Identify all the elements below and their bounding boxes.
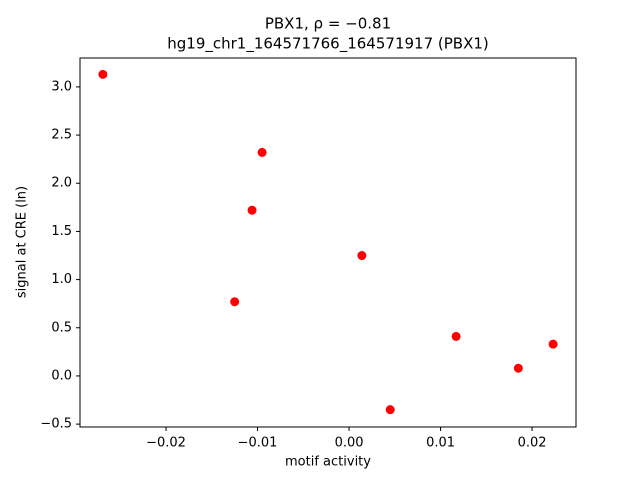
point [98, 69, 108, 79]
point [548, 339, 558, 349]
point [385, 405, 395, 415]
point [357, 251, 367, 261]
y-axis-label: signal at CRE (ln) [15, 186, 30, 298]
y-tick-label: 0.0 [51, 368, 72, 383]
y-tick-label: 0.5 [51, 320, 72, 335]
chart-title: PBX1, ρ = −0.81 [265, 15, 391, 33]
point [513, 363, 523, 373]
point [257, 147, 267, 157]
x-tick-label: 0.02 [518, 436, 547, 451]
point [247, 205, 257, 215]
x-axis-label: motif activity [285, 455, 371, 470]
y-tick-label: 1.0 [51, 272, 72, 287]
y-tick-label: 1.5 [51, 224, 72, 239]
x-tick-label: −0.02 [146, 436, 186, 451]
y-tick-label: 3.0 [51, 79, 72, 94]
axes-frame [79, 57, 577, 428]
x-tick-label: 0.01 [426, 436, 455, 451]
y-tick-label: 2.0 [51, 176, 72, 191]
point [451, 331, 461, 341]
x-tick-label: −0.01 [238, 436, 278, 451]
x-tick-label: 0.00 [335, 436, 364, 451]
chart-subtitle: hg19_chr1_164571766_164571917 (PBX1) [167, 35, 489, 54]
y-tick-label: 2.5 [51, 128, 72, 143]
point [230, 297, 240, 307]
y-tick-label: −0.5 [40, 417, 72, 432]
